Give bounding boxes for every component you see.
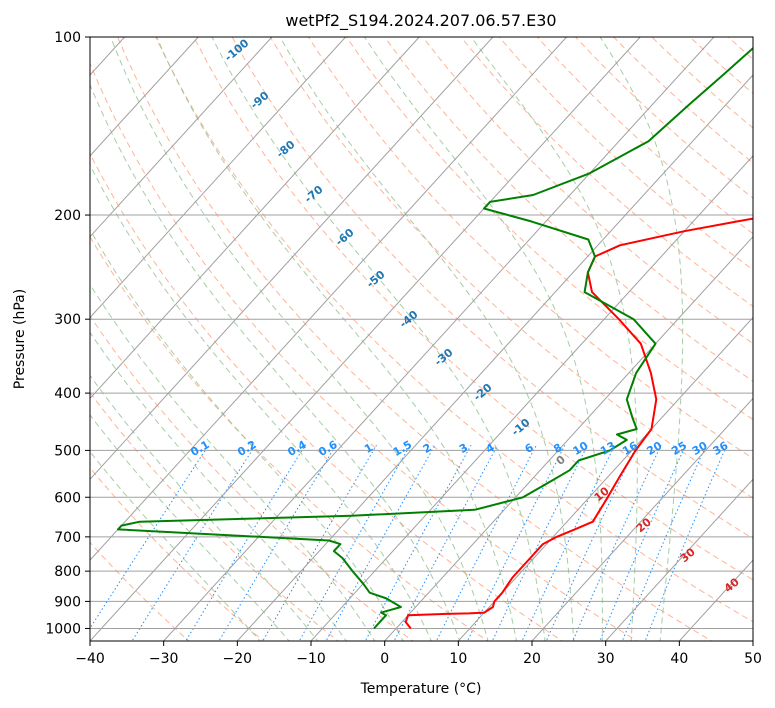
x-tick-label: 0 bbox=[380, 651, 389, 667]
x-tick-label: 40 bbox=[670, 651, 688, 667]
x-tick-label: −10 bbox=[296, 651, 326, 667]
x-tick-label: −30 bbox=[149, 651, 179, 667]
moist-adiabat-line bbox=[90, 228, 404, 641]
moist-adiabat-line bbox=[90, 451, 261, 641]
y-tick-label: 400 bbox=[54, 386, 81, 402]
mixing-ratio-line bbox=[644, 444, 728, 641]
mixing-ratio-line bbox=[545, 444, 638, 641]
isotherm-line bbox=[310, 155, 753, 641]
y-tick-label: 800 bbox=[54, 564, 81, 580]
mixing-ratio-line bbox=[521, 444, 616, 641]
y-tick-label: 500 bbox=[54, 443, 81, 459]
y-tick-label: 700 bbox=[54, 530, 81, 546]
mixing-ratio-line bbox=[262, 444, 377, 641]
y-axis-label: Pressure (hPa) bbox=[12, 289, 28, 389]
x-tick-label: 30 bbox=[597, 651, 615, 667]
isotherm-line bbox=[90, 37, 273, 238]
dry-adiabat-line bbox=[422, 37, 753, 345]
mixing-ratio-line bbox=[218, 444, 337, 641]
y-tick-label: 300 bbox=[54, 312, 81, 328]
mixing-ratio-line bbox=[185, 444, 306, 641]
dry-adiabat-line bbox=[460, 37, 753, 308]
y-tick-label: 1000 bbox=[45, 621, 81, 637]
sounding-series bbox=[117, 46, 753, 630]
mixing-ratio-line bbox=[90, 444, 210, 630]
x-tick-label: −40 bbox=[75, 651, 105, 667]
plot-frame bbox=[89, 36, 754, 642]
isotherm-line bbox=[90, 37, 641, 641]
mixing-ratio-line bbox=[364, 444, 472, 641]
isotherm-line bbox=[531, 397, 753, 641]
isotherm-line bbox=[605, 478, 753, 641]
y-axis-ticks: 1000 900 800 700 600 500 400 300 200 100 bbox=[45, 30, 90, 637]
x-tick-label: 10 bbox=[449, 651, 467, 667]
moist-adiabat-line bbox=[90, 163, 432, 641]
mixing-ratio-line bbox=[466, 444, 566, 641]
mixing-ratio-line bbox=[298, 444, 411, 641]
x-tick-label: −20 bbox=[223, 651, 253, 667]
background-lines bbox=[90, 37, 753, 641]
y-tick-label: 100 bbox=[54, 30, 81, 46]
x-axis-ticks: −40 −30 −20 −10 0 10 20 30 40 50 bbox=[75, 641, 762, 667]
y-tick-label: 200 bbox=[54, 208, 81, 224]
isotherm-line bbox=[90, 37, 567, 561]
isotherm-line bbox=[163, 37, 715, 641]
dry-adiabat-line bbox=[90, 391, 340, 641]
temperature-line bbox=[404, 217, 753, 630]
isotherm-line bbox=[90, 37, 199, 157]
dewpoint-line bbox=[117, 46, 753, 630]
x-tick-label: 20 bbox=[523, 651, 541, 667]
isotherm-line bbox=[90, 37, 346, 319]
isotherm-line bbox=[90, 37, 420, 400]
y-tick-label: 900 bbox=[54, 594, 81, 610]
x-tick-label: 50 bbox=[744, 651, 762, 667]
isotherm-line bbox=[384, 235, 753, 641]
mixing-ratio-line bbox=[393, 444, 499, 641]
y-tick-label: 600 bbox=[54, 490, 81, 506]
x-axis-label: Temperature (°C) bbox=[360, 681, 482, 697]
chart-title: wetPf2_S194.2024.207.06.57.E30 bbox=[285, 11, 556, 31]
isotherm-line bbox=[90, 37, 494, 481]
